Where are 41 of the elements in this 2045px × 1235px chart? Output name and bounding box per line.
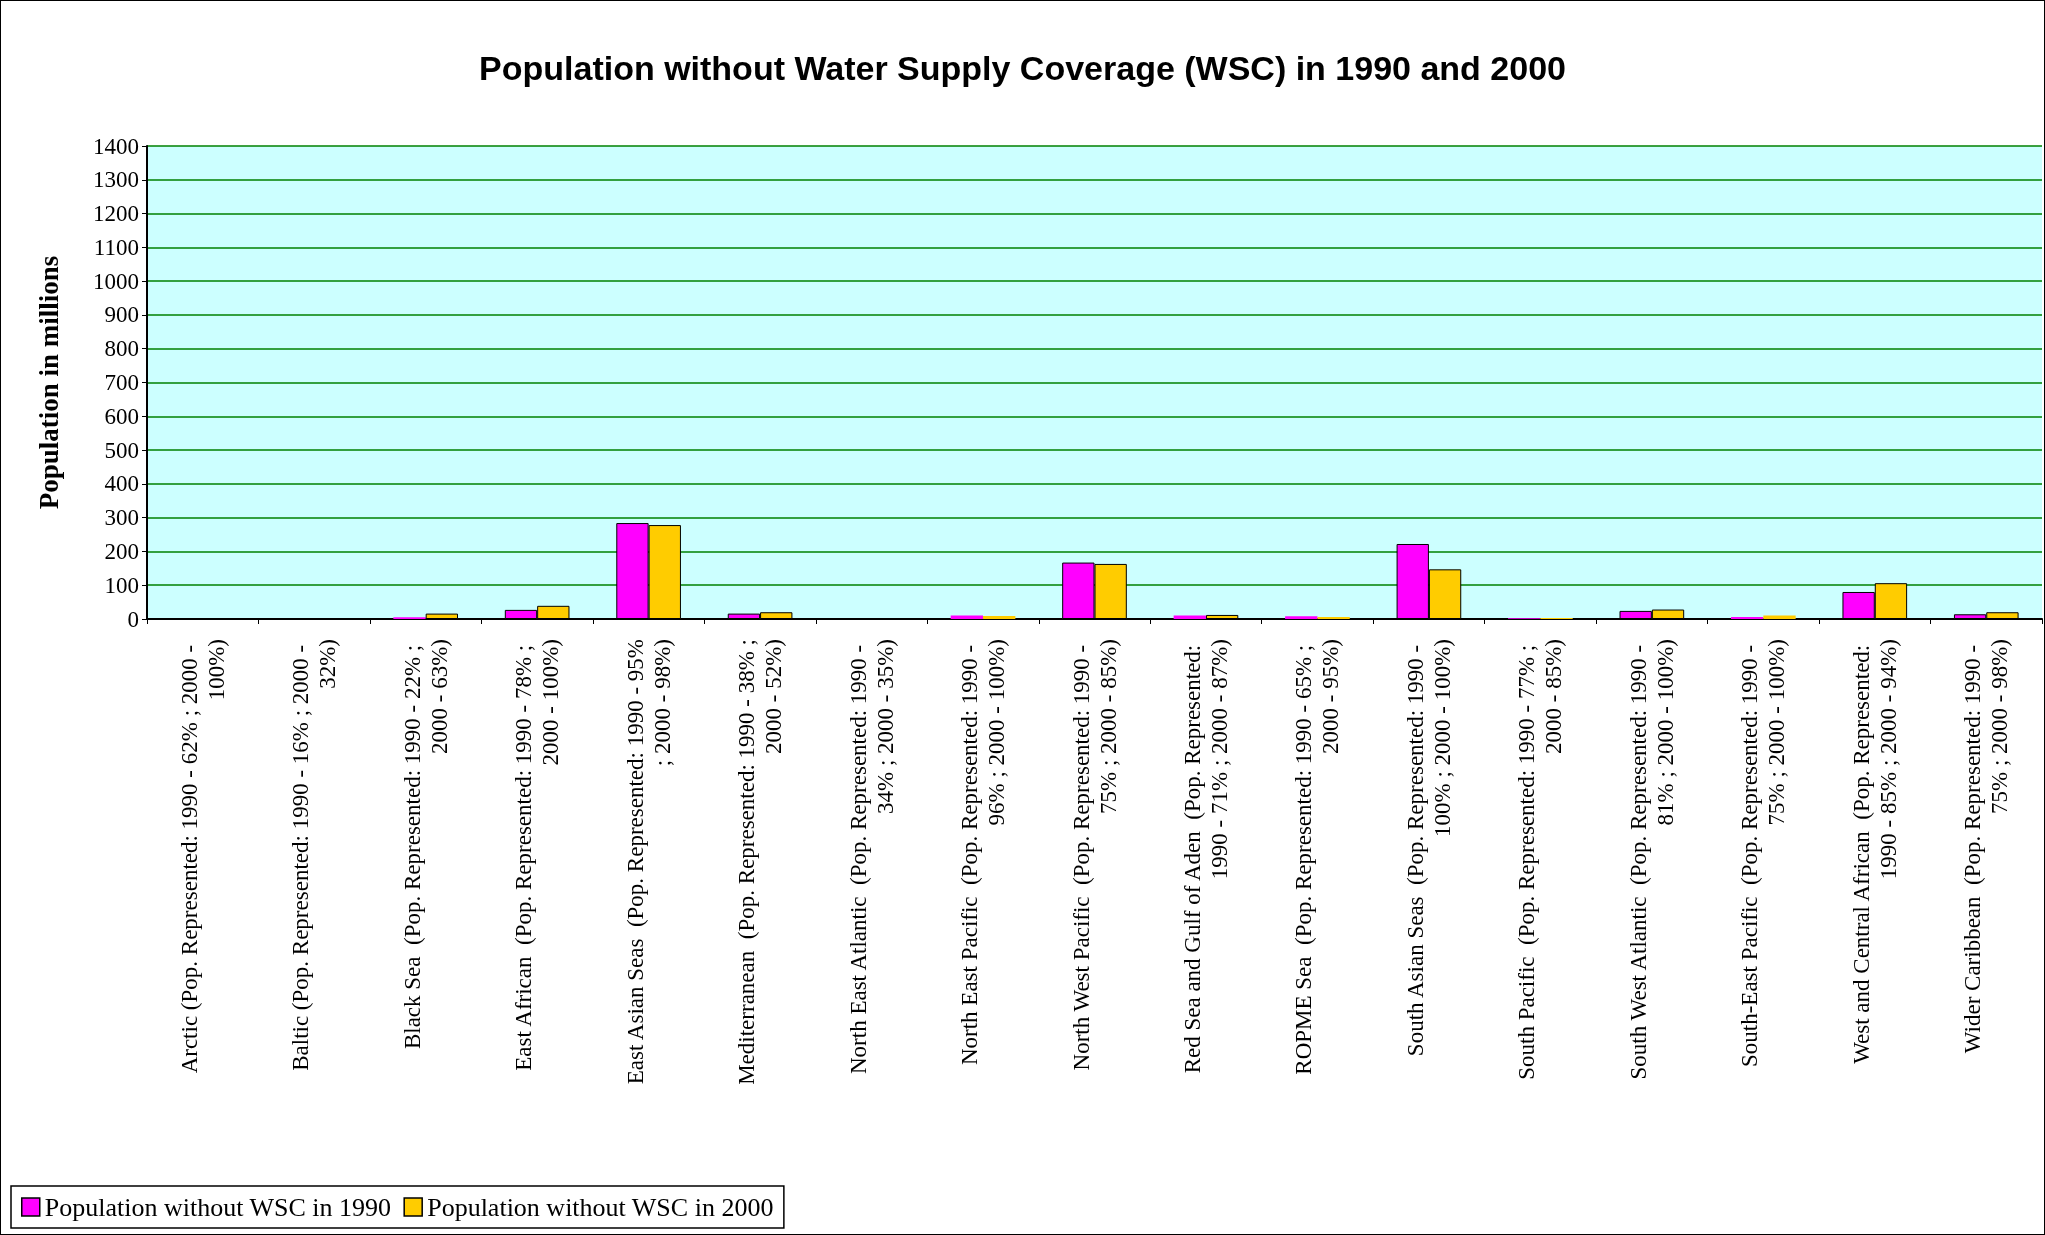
x-tick-label: South Pacific (Pop. Represented: 1990 - 77% ; 2000 - 85%) [1514, 639, 1567, 1080]
x-tick-label: North East Pacific (Pop. Represented: 1990 - 96% ; 2000 - 100%) [957, 639, 1010, 1066]
x-tick-label: East Asian Seas (Pop. Represented: 1990 - 95% ; 2000 - 98%) [622, 639, 675, 1085]
y-tick-label: 600 [104, 403, 139, 429]
x-tick-label: East African (Pop. Represented: 1990 - 78% ; 2000 - 100%) [511, 639, 564, 1071]
x-tick-label: West and Central African (Pop. Represented: 1990 - 85% ; 2000 - 94%) [1848, 639, 1901, 1064]
y-tick-label: 1300 [93, 167, 139, 193]
y-tick-label: 0 [127, 606, 139, 632]
chart-title: Population without Water Supply Coverage (WSC) in 1990 and 2000 [479, 49, 1566, 87]
x-tick-label: Red Sea and Gulf of Aden (Pop. Represented: 1990 - 71% ; 2000 - 87%) [1179, 639, 1232, 1074]
x-tick-label: South-East Pacific (Pop. Represented: 1990 - 75% ; 2000 - 100%) [1737, 639, 1790, 1067]
x-tick-label: South Asian Seas (Pop. Represented: 1990 - 100% ; 2000 - 100%) [1402, 639, 1455, 1057]
x-tick-label: Baltic (Pop. Represented: 1990 - 16% ; 2000 - 32%) [288, 639, 341, 1071]
legend-label: Population without WSC in 2000 [427, 1192, 774, 1222]
y-tick-label: 1400 [93, 133, 139, 159]
y-tick-label: 800 [104, 336, 139, 362]
x-tick-label: Arctic (Pop. Represented: 1990 - 62% ; 2000 - 100%) [176, 639, 229, 1074]
y-tick-label: 200 [104, 538, 139, 564]
bar [1285, 616, 1318, 619]
bar [1731, 616, 1764, 619]
y-tick-label: 900 [104, 302, 139, 328]
y-tick-label: 700 [104, 370, 139, 395]
bar [983, 615, 1016, 619]
y-tick-label: 1000 [93, 268, 139, 294]
y-tick-label: 300 [104, 505, 139, 531]
y-tick-label: 500 [104, 437, 139, 463]
x-tick-label: Mediterranean (Pop. Represented: 1990 - 38% ; 2000 - 52%) [734, 639, 787, 1085]
bar [1763, 615, 1796, 619]
legend-label: Population without WSC in 1990 [44, 1192, 391, 1222]
x-tick-label: ROPME Sea (Pop. Represented: 1990 - 65% ; 2000 - 95%) [1291, 639, 1344, 1075]
y-axis-title: Population in millions [33, 255, 64, 510]
y-tick-label: 1100 [93, 234, 139, 260]
y-tick-label: 1200 [93, 201, 139, 227]
y-tick-label: 100 [104, 572, 139, 598]
x-tick-label: North East Atlantic (Pop. Represented: 1990 - 34% ; 2000 - 35%) [845, 639, 898, 1075]
x-tick-label: North West Pacific (Pop. Represented: 1990 - 75% ; 2000 - 85%) [1068, 639, 1121, 1071]
x-tick-label: South West Atlantic (Pop. Represented: 1990 - 81% ; 2000 - 100%) [1625, 639, 1678, 1080]
y-tick-label: 400 [104, 471, 139, 497]
bar [1317, 616, 1350, 619]
x-tick-label: Black Sea (Pop. Represented: 1990 - 22% ; 2000 - 63%) [399, 639, 452, 1050]
x-tick-label: Wider Caribbean (Pop. Represented: 1990 - 75% ; 2000 - 98%) [1960, 639, 2013, 1054]
